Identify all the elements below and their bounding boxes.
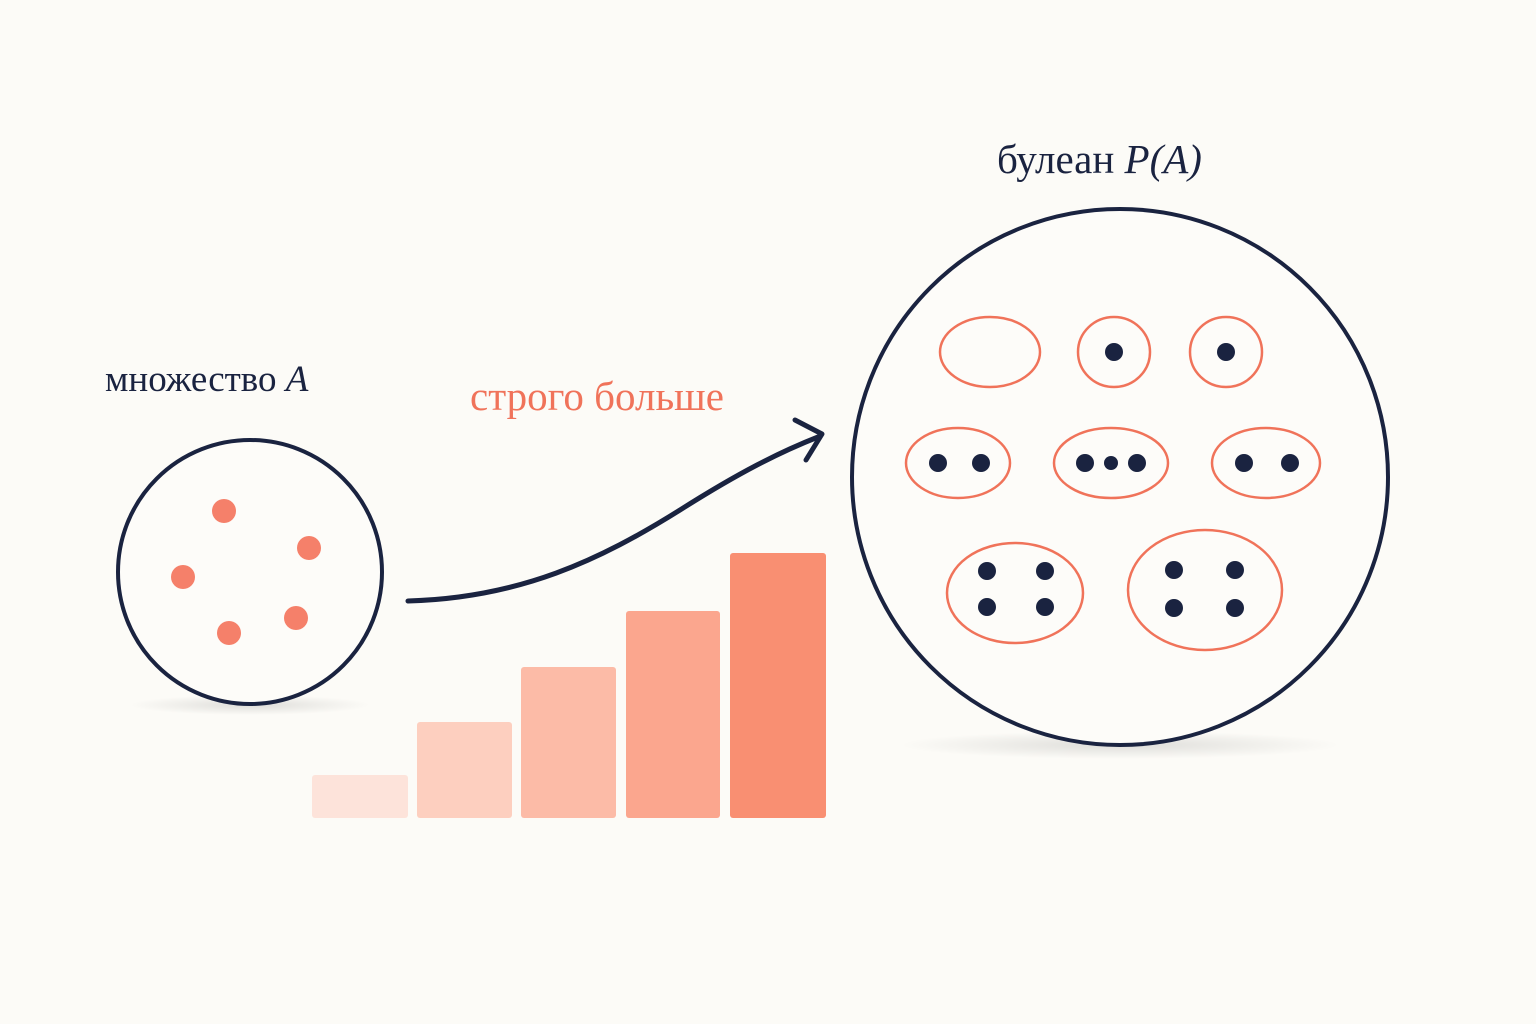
element — [978, 562, 996, 580]
bar — [730, 553, 826, 818]
subset — [904, 426, 1012, 500]
bar — [626, 611, 720, 818]
set-circle — [116, 438, 384, 706]
element — [297, 536, 321, 560]
element — [929, 454, 947, 472]
element — [1036, 598, 1054, 616]
element — [1165, 561, 1183, 579]
element — [1105, 343, 1123, 361]
powerset-label-symbol: P(A) — [1124, 136, 1202, 182]
element — [1128, 454, 1146, 472]
subset-elements — [929, 343, 1299, 617]
set-label-word: множество — [105, 359, 277, 400]
set-label: множество A — [105, 359, 309, 400]
set-label-symbol: A — [283, 359, 309, 400]
element — [978, 598, 996, 616]
element — [217, 621, 241, 645]
subset — [1052, 426, 1170, 500]
powerset-label: булеан P(A) — [997, 136, 1202, 182]
element — [1217, 343, 1235, 361]
element — [1235, 454, 1253, 472]
element — [284, 606, 308, 630]
subsets — [904, 315, 1322, 652]
subset — [945, 541, 1085, 645]
subset — [938, 315, 1042, 389]
element — [972, 454, 990, 472]
subset — [1210, 426, 1322, 500]
subset — [1188, 315, 1264, 389]
powerset-circle — [850, 207, 1390, 747]
element — [1076, 454, 1094, 472]
arrow-label: строго больше — [470, 373, 724, 419]
subset — [1076, 315, 1152, 389]
powerset-label-word: булеан — [997, 136, 1114, 182]
element — [1165, 599, 1183, 617]
element — [1036, 562, 1054, 580]
element — [1226, 561, 1244, 579]
set-elements — [171, 499, 321, 645]
bar — [312, 775, 408, 818]
element — [171, 565, 195, 589]
element — [1104, 456, 1118, 470]
subset — [1126, 528, 1284, 652]
element — [212, 499, 236, 523]
element — [1281, 454, 1299, 472]
element — [1226, 599, 1244, 617]
arrow — [405, 434, 821, 604]
growth-bars — [312, 553, 826, 818]
arrow-head — [792, 417, 825, 463]
bar — [417, 722, 512, 818]
bar — [521, 667, 616, 818]
